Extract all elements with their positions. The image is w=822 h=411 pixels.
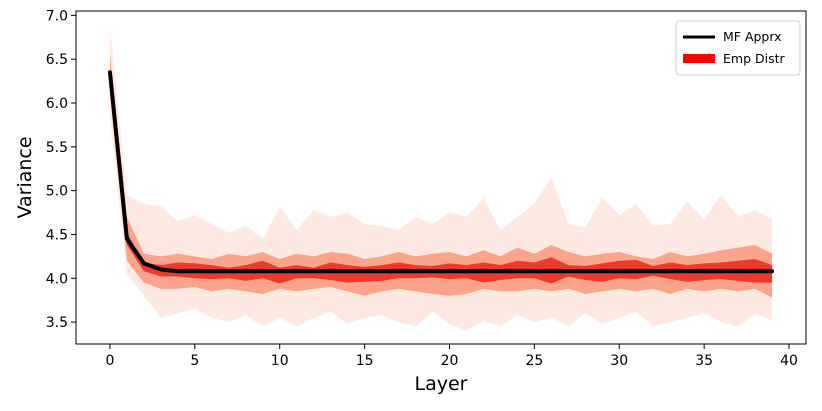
x-tick-label: 0 <box>105 353 114 369</box>
y-tick-label: 6.0 <box>46 96 68 112</box>
legend: MF Apprx Emp Distr <box>675 20 801 76</box>
y-tick-label: 4.5 <box>46 227 68 243</box>
legend-swatch-emp-distr <box>683 54 715 63</box>
x-tick-label: 35 <box>695 353 713 369</box>
y-tick-label: 3.5 <box>46 315 68 331</box>
legend-label-mf-apprx: MF Apprx <box>723 29 782 44</box>
series-line-mf-apprx <box>107 70 775 274</box>
x-axis-ticks: 0 5 10 15 20 25 30 35 40 <box>105 344 798 369</box>
band-middle <box>109 54 773 298</box>
y-tick-label: 6.5 <box>46 52 68 68</box>
y-axis-title: Variance <box>14 136 36 218</box>
x-tick-label: 5 <box>190 353 199 369</box>
mf-approximation-line-layer <box>107 70 775 274</box>
plot-frame <box>75 10 807 345</box>
x-tick-label: 10 <box>271 353 289 369</box>
legend-label-emp-distr: Emp Distr <box>723 51 785 66</box>
x-tick-label: 40 <box>780 353 798 369</box>
y-tick-label: 4.0 <box>46 271 68 287</box>
empirical-distribution-bands <box>109 25 773 331</box>
y-tick-label: 5.0 <box>46 184 68 200</box>
y-tick-label: 5.5 <box>46 140 68 156</box>
y-tick-label: 7.0 <box>46 8 68 24</box>
y-axis-ticks: 3.5 4.0 4.5 5.0 5.5 6.0 6.5 7.0 <box>46 8 76 331</box>
x-tick-label: 15 <box>356 353 374 369</box>
x-tick-label: 30 <box>610 353 628 369</box>
x-axis-title: Layer <box>415 373 468 395</box>
x-tick-label: 25 <box>525 353 543 369</box>
x-tick-label: 20 <box>441 353 459 369</box>
